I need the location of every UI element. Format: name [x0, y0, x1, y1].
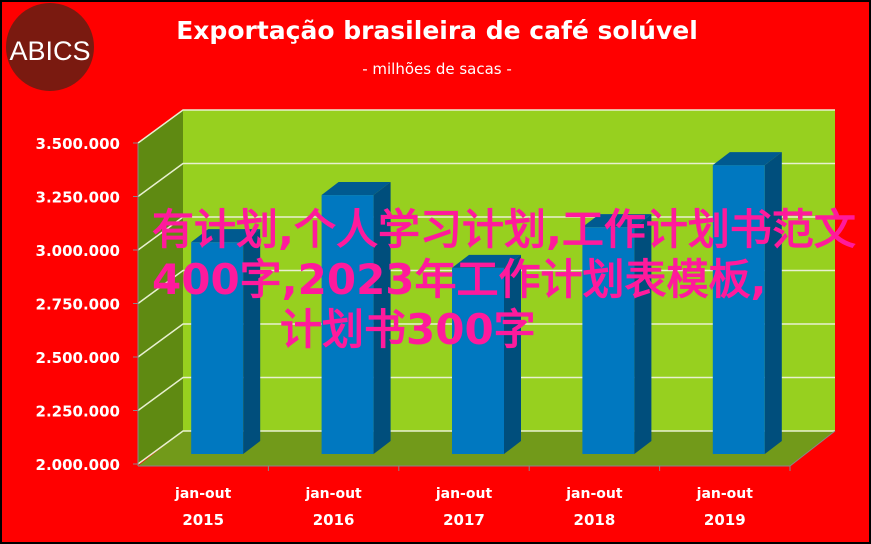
- x-label-period: jan-out: [435, 486, 493, 502]
- x-label-year: 2016: [313, 511, 355, 529]
- x-label-year: 2018: [574, 511, 616, 529]
- x-label-period: jan-out: [696, 486, 754, 502]
- y-tick-label: 3.500.000: [36, 135, 120, 153]
- abics-logo: ABICS: [6, 3, 94, 91]
- bar-side: [504, 254, 521, 454]
- plot-area: 2.000.000 2.250.000 2.500.000 2.750.000 3.00…: [36, 109, 836, 529]
- bar-side: [634, 214, 652, 454]
- chart-title: Exportação brasileira de café solúvel: [176, 16, 698, 45]
- watermark-line-2: 400字,2023年工作计划表模板,: [152, 255, 767, 304]
- y-tick-label: 3.000.000: [36, 242, 120, 260]
- y-tick-label: 2.000.000: [36, 456, 120, 474]
- bar-top: [582, 214, 652, 228]
- bar-side: [373, 182, 391, 454]
- bar-front: [321, 195, 374, 454]
- bar-top: [712, 152, 782, 166]
- x-label-period: jan-out: [565, 486, 623, 502]
- x-label-year: 2019: [704, 511, 746, 529]
- bar-top: [321, 182, 391, 196]
- y-tick-label: 2.500.000: [36, 349, 120, 367]
- x-label-period: jan-out: [304, 486, 362, 502]
- bar-front: [191, 242, 244, 454]
- bar-front: [452, 267, 504, 454]
- x-label-year: 2017: [443, 511, 485, 529]
- gridline: [137, 162, 835, 198]
- logo-text: ABICS: [9, 36, 90, 66]
- y-tick-label: 2.750.000: [36, 296, 120, 314]
- bar-top: [191, 229, 261, 243]
- x-label-year: 2015: [182, 511, 224, 529]
- floor-edge: [789, 430, 836, 467]
- y-tick-label: 3.250.000: [36, 189, 120, 207]
- gridline: [137, 109, 835, 144]
- watermark-line-1: 有计划,个人学习计划,工作计划书范文: [152, 205, 856, 254]
- chart-subtitle: - milhões de sacas -: [362, 60, 512, 78]
- bar-side: [764, 152, 782, 454]
- bar-front: [712, 165, 765, 454]
- bar-side: [243, 229, 261, 454]
- watermark-line-3: 计划书300字: [280, 305, 536, 354]
- y-tick-label: 2.250.000: [36, 403, 120, 421]
- x-label-period: jan-out: [174, 486, 232, 502]
- bar-top: [452, 254, 521, 268]
- bar-front: [582, 227, 635, 454]
